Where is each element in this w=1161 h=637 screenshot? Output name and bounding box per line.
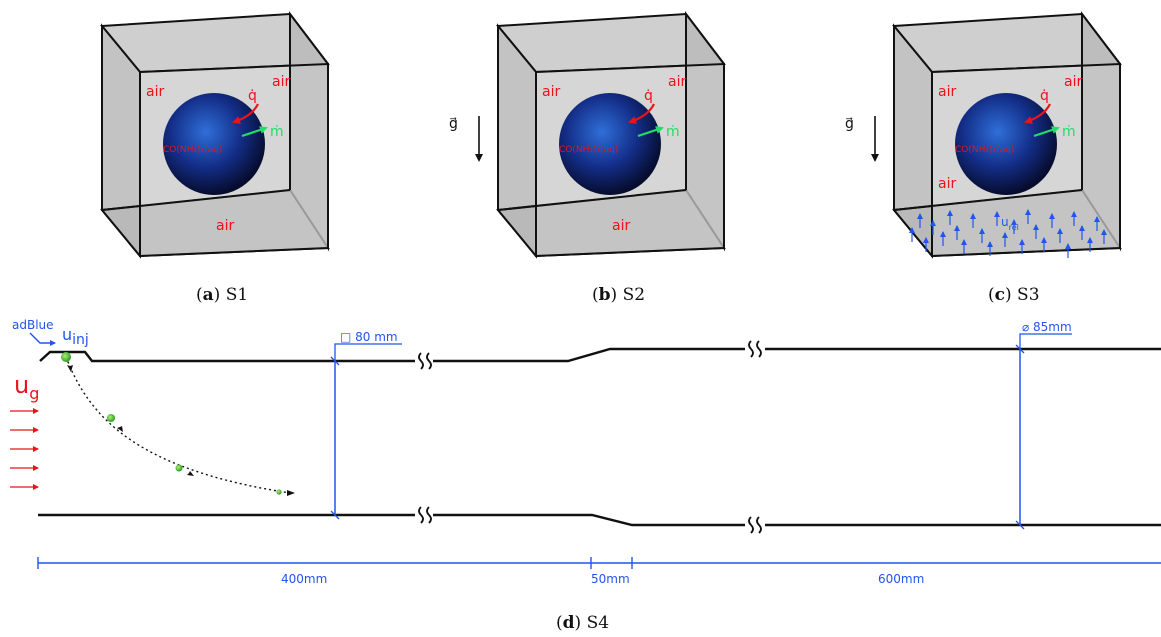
- caption-d: (d) S4: [556, 613, 609, 633]
- panel-s2: air air air q̇ ṁ CO(NH₂)₂(aq) g⃗ (b) S2: [449, 13, 725, 305]
- duct-wall-top-inlet: [39, 350, 415, 363]
- adblue-label: adBlue: [12, 318, 54, 332]
- air-label-right: air: [272, 74, 290, 90]
- air-label-bottom: air: [938, 176, 956, 192]
- panel-s3: air air air q̇ ṁ CO(NH₂)₂(aq) g⃗ urel (c…: [845, 13, 1121, 305]
- trajectory-arrowheads: [67, 365, 295, 496]
- section2-leader: [1019, 333, 1072, 349]
- droplet: [559, 93, 661, 195]
- break-marks: [418, 340, 762, 534]
- air-label-left: air: [938, 84, 956, 100]
- gas-inflow-arrows: [10, 408, 39, 490]
- panel-s1: air air air q̇ ṁ CO(NH₂)₂(aq) (a) S1: [101, 13, 329, 305]
- section2-label: ⌀ 85mm: [1022, 320, 1072, 334]
- mass-flux-arrow: [1033, 126, 1060, 138]
- inflow-arrows: [909, 209, 1107, 258]
- caption-b: (b) S2: [592, 285, 645, 305]
- section1-label: □ 80 mm: [340, 330, 398, 344]
- caption-c: (c) S3: [988, 285, 1040, 305]
- relative-velocity-label: urel: [1001, 215, 1019, 232]
- species-label: CO(NH₂)₂(aq): [163, 145, 222, 155]
- air-label-left: air: [146, 84, 164, 100]
- air-label-bottom: air: [612, 218, 630, 234]
- length-400-label: 400mm: [281, 572, 327, 586]
- mass-flux-label: ṁ: [666, 124, 680, 140]
- gravity-label: g⃗: [845, 116, 854, 132]
- mass-flux-arrow: [637, 126, 664, 138]
- droplet-particle: [276, 489, 282, 495]
- droplet-trajectory: [65, 356, 291, 494]
- species-label: CO(NH₂)₂(aq): [559, 145, 618, 155]
- heat-flux-arrow: [1024, 103, 1051, 124]
- droplet: [955, 93, 1057, 195]
- heat-flux-arrow: [628, 103, 655, 124]
- mass-flux-arrow: [241, 126, 268, 138]
- gas-velocity-label: ug: [14, 371, 39, 403]
- species-label: CO(NH₂)₂(aq): [955, 145, 1014, 155]
- duct-wall-top-mid: [433, 347, 745, 363]
- droplet-particle: [61, 352, 71, 362]
- length-ticks: [37, 557, 633, 569]
- droplet: [163, 93, 265, 195]
- caption-a: (a) S1: [196, 285, 248, 305]
- air-label-left: air: [542, 84, 560, 100]
- heat-flux-label: q̇: [248, 88, 257, 104]
- droplet-particle: [175, 464, 183, 472]
- air-label-bottom: air: [216, 218, 234, 234]
- heat-flux-label: q̇: [644, 88, 653, 104]
- length-600-label: 600mm: [878, 572, 924, 586]
- adblue-pointer: [29, 332, 56, 346]
- heat-flux-label: q̇: [1040, 88, 1049, 104]
- droplet-particle: [107, 414, 115, 422]
- heat-flux-arrow: [232, 103, 259, 124]
- mass-flux-label: ṁ: [270, 124, 284, 140]
- air-label-right: air: [1064, 74, 1082, 90]
- section1-leader: [334, 343, 402, 361]
- air-label-right: air: [668, 74, 686, 90]
- length-50-label: 50mm: [591, 572, 630, 586]
- mass-flux-label: ṁ: [1062, 124, 1076, 140]
- duct-wall-bottom-mid: [433, 513, 745, 527]
- panel-s4: adBlue uinj ug □ 80 mm ⌀ 85mm 400mm 50m: [10, 318, 1161, 633]
- gravity-label: g⃗: [449, 116, 458, 132]
- injection-velocity-label: uinj: [62, 325, 89, 348]
